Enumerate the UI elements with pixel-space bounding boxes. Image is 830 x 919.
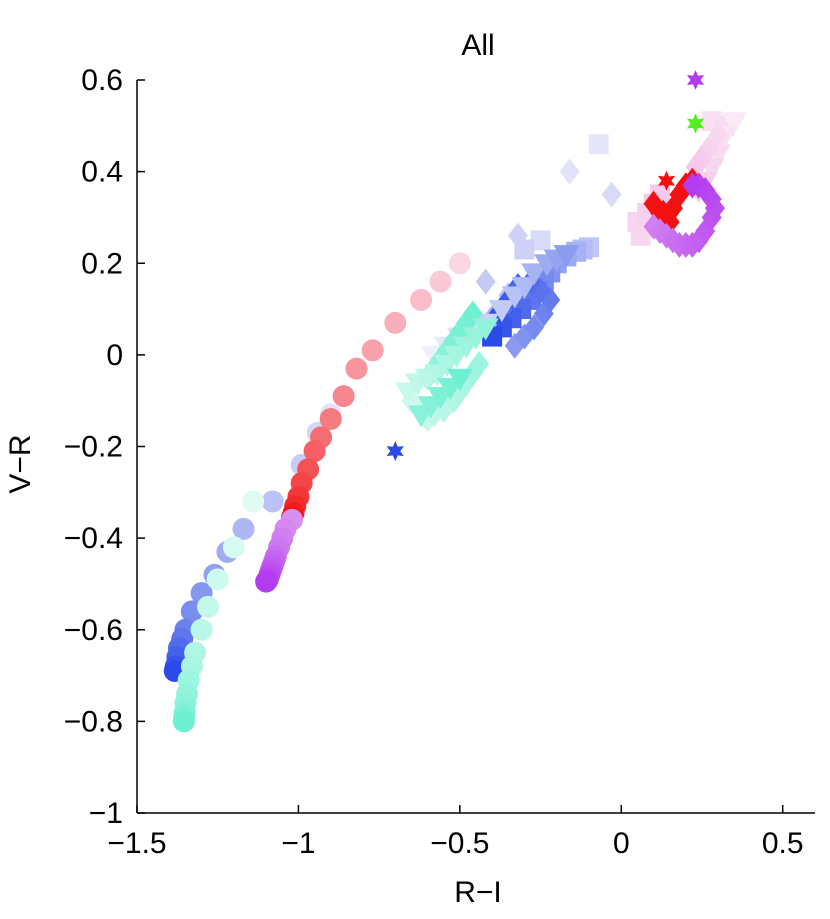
diamond-point (708, 121, 729, 148)
diamond-point (559, 158, 580, 185)
y-tick-label: −0.8 (64, 705, 123, 738)
circle-point (232, 517, 255, 540)
triangle-point (488, 300, 515, 323)
series-17 (657, 170, 676, 191)
triangle-point (553, 245, 580, 268)
x-tick-label: −0.5 (430, 827, 489, 860)
diamond-point (475, 268, 496, 295)
circle-point (361, 339, 384, 362)
star-point (686, 70, 705, 90)
star-point (686, 113, 705, 134)
x-tick-label: 0.5 (762, 827, 804, 860)
series-14 (386, 441, 404, 462)
diamond-point (682, 172, 703, 199)
circle-point (319, 408, 342, 431)
triangle-point (521, 263, 548, 286)
x-tick-label: −1.5 (107, 827, 166, 860)
circle-point (410, 288, 433, 311)
series-11 (685, 121, 729, 181)
circle-point (261, 490, 284, 513)
y-tick-label: −0.6 (64, 614, 123, 647)
circle-point (332, 385, 355, 408)
y-axis-label: V−R (4, 434, 37, 493)
series-8 (395, 318, 499, 428)
y-tick-label: −1 (89, 797, 123, 830)
diamond-point (653, 199, 674, 226)
circle-point (303, 440, 326, 463)
y-tick-label: 0.2 (81, 247, 123, 280)
y-tick-label: −0.2 (64, 431, 123, 464)
series-16 (686, 113, 705, 134)
triangle-point (721, 112, 748, 135)
circle-point (255, 570, 278, 593)
diamond-point (524, 314, 545, 341)
triangle-point (511, 277, 538, 300)
series-3 (255, 508, 303, 593)
triangle-point (472, 318, 499, 341)
series-1 (172, 490, 265, 733)
y-tick-label: 0.6 (81, 64, 123, 97)
series-13 (643, 172, 725, 258)
y-tick-label: −0.4 (64, 522, 123, 555)
y-tick-label: 0 (106, 339, 123, 372)
diamond-point (601, 181, 622, 208)
circle-point (242, 490, 265, 513)
diamond-point (507, 222, 528, 249)
circle-point (429, 270, 452, 293)
x-tick-label: 0 (613, 827, 630, 860)
data-marks (163, 70, 748, 733)
chart-title: All (461, 29, 494, 62)
circle-point (384, 311, 407, 334)
star-point (386, 441, 404, 462)
circle-point (172, 710, 195, 733)
circle-point (206, 568, 229, 591)
circle-point (197, 595, 220, 618)
diamond-point (469, 351, 490, 378)
triangle-point (446, 368, 473, 391)
series-15 (686, 70, 705, 90)
y-tick-label: 0.4 (81, 156, 123, 189)
star-point (657, 170, 676, 191)
axes: −1.5 −1 −0.5 0 0.5−1−0.8−0.6−0.4−0.200.20.40… (64, 64, 815, 860)
circle-point (190, 618, 213, 641)
circle-point (222, 536, 245, 559)
circle-point (448, 252, 471, 275)
circle-point (345, 357, 368, 380)
x-tick-label: −1 (281, 827, 315, 860)
x-axis-label: R−I (454, 876, 502, 909)
square-point (530, 230, 551, 251)
square-point (588, 134, 609, 155)
